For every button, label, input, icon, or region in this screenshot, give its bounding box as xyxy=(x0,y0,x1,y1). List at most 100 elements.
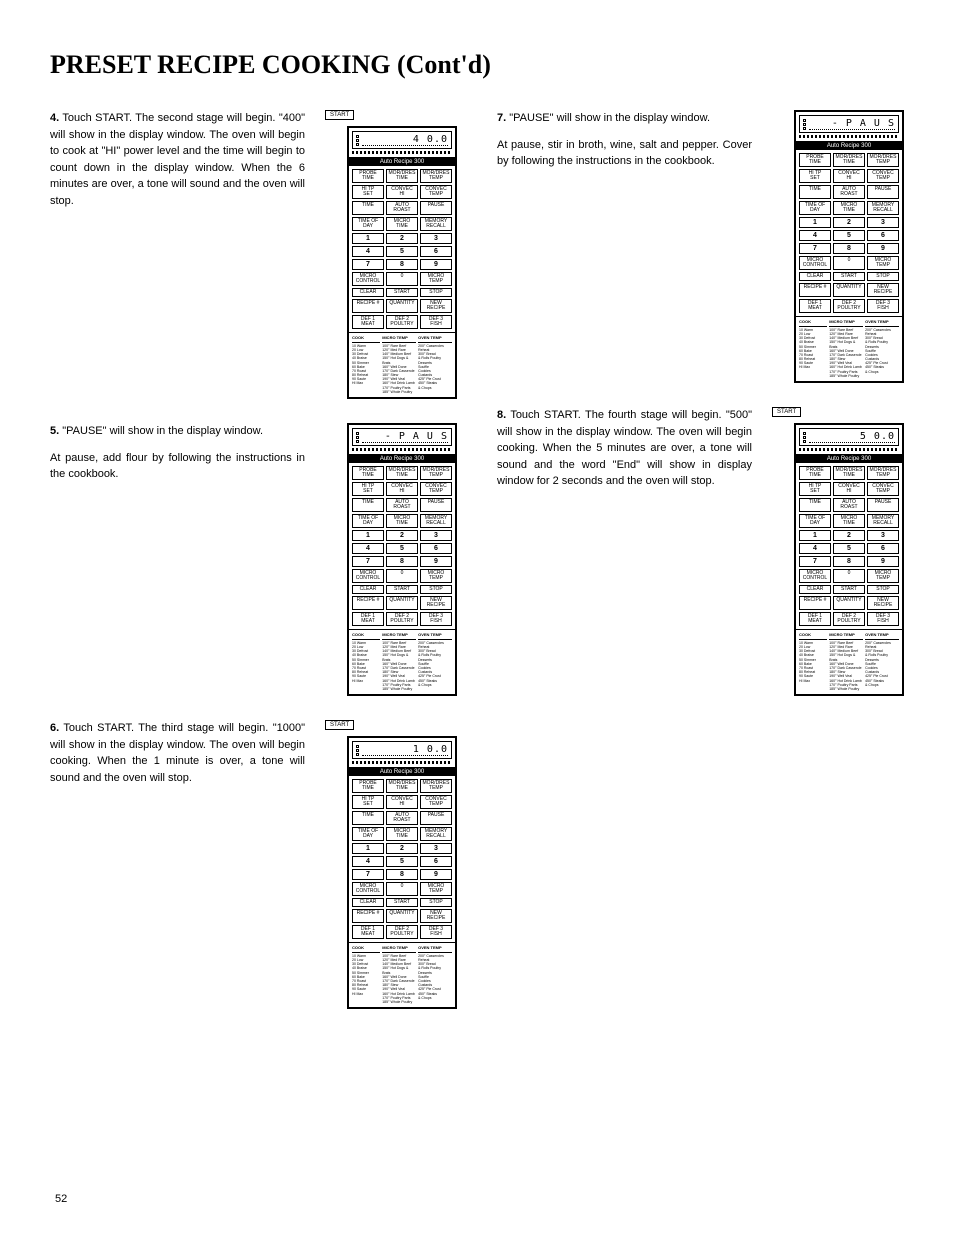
panel-button[interactable]: PROBETIME xyxy=(799,466,831,480)
panel-button[interactable]: HI TPSET xyxy=(799,482,831,496)
panel-button[interactable]: PAUSE xyxy=(867,498,899,512)
panel-button[interactable]: TIME xyxy=(352,811,384,825)
panel-button[interactable]: 1 xyxy=(799,217,831,228)
panel-button[interactable]: 0 xyxy=(833,569,865,583)
panel-button[interactable]: CONVECTEMP xyxy=(867,482,899,496)
panel-button[interactable]: 5 xyxy=(386,856,418,867)
panel-button[interactable]: STOP xyxy=(867,585,899,594)
panel-button[interactable]: 1 xyxy=(352,530,384,541)
panel-button[interactable]: 7 xyxy=(352,556,384,567)
panel-button[interactable]: 3 xyxy=(420,530,452,541)
panel-button[interactable]: MEMORYRECALL xyxy=(420,827,452,841)
panel-button[interactable]: TIME OFDAY xyxy=(352,217,384,231)
panel-button[interactable]: 6 xyxy=(420,543,452,554)
panel-button[interactable]: PROBETIME xyxy=(352,169,384,183)
panel-button[interactable]: PAUSE xyxy=(420,498,452,512)
panel-button[interactable]: MOR/DRESTIME xyxy=(386,466,418,480)
panel-button[interactable]: NEWRECIPE xyxy=(420,596,452,610)
panel-button[interactable]: 2 xyxy=(386,233,418,244)
panel-button[interactable]: TIME xyxy=(352,498,384,512)
panel-button[interactable]: QUANTITY xyxy=(386,596,418,610)
panel-button[interactable]: PROBETIME xyxy=(799,153,831,167)
panel-button[interactable]: STOP xyxy=(867,272,899,281)
panel-button[interactable]: 6 xyxy=(867,543,899,554)
panel-button[interactable]: CLEAR xyxy=(799,585,831,594)
panel-button[interactable]: MICROCONTROL xyxy=(799,569,831,583)
panel-button[interactable]: RECIPE # xyxy=(352,299,384,313)
panel-button[interactable]: PAUSE xyxy=(420,811,452,825)
panel-button[interactable]: 2 xyxy=(386,843,418,854)
panel-button[interactable]: 8 xyxy=(386,556,418,567)
panel-button[interactable]: CONVECHI xyxy=(833,169,865,183)
panel-button[interactable]: 3 xyxy=(420,843,452,854)
panel-button[interactable]: 2 xyxy=(833,217,865,228)
panel-button[interactable]: RECIPE # xyxy=(352,596,384,610)
panel-button[interactable]: PROBETIME xyxy=(352,779,384,793)
panel-button[interactable]: MICROCONTROL xyxy=(799,256,831,270)
panel-button[interactable]: MOR/DRESTEMP xyxy=(420,169,452,183)
panel-button[interactable]: 3 xyxy=(420,233,452,244)
panel-button[interactable]: CLEAR xyxy=(352,585,384,594)
panel-button[interactable]: CLEAR xyxy=(352,288,384,297)
panel-button[interactable]: 4 xyxy=(352,246,384,257)
panel-button[interactable]: CONVECHI xyxy=(833,482,865,496)
panel-button[interactable]: DEF 2POULTRY xyxy=(833,612,865,626)
panel-button[interactable]: DEF 1MEAT xyxy=(352,315,384,329)
panel-button[interactable]: TIME xyxy=(799,498,831,512)
start-button[interactable]: START xyxy=(325,110,354,120)
panel-button[interactable]: MICROTEMP xyxy=(420,569,452,583)
panel-button[interactable]: 7 xyxy=(799,243,831,254)
panel-button[interactable]: AUTOROAST xyxy=(386,811,418,825)
panel-button[interactable]: TIME OFDAY xyxy=(352,514,384,528)
panel-button[interactable]: QUANTITY xyxy=(833,283,865,297)
panel-button[interactable]: MOR/DRESTIME xyxy=(833,466,865,480)
panel-button[interactable]: CONVECTEMP xyxy=(420,795,452,809)
panel-button[interactable]: HI TPSET xyxy=(352,482,384,496)
panel-button[interactable]: 3 xyxy=(867,530,899,541)
panel-button[interactable]: 5 xyxy=(833,543,865,554)
panel-button[interactable]: MICROTIME xyxy=(386,827,418,841)
panel-button[interactable]: CONVECTEMP xyxy=(420,185,452,199)
panel-button[interactable]: RECIPE # xyxy=(352,909,384,923)
panel-button[interactable]: 4 xyxy=(799,543,831,554)
panel-button[interactable]: 5 xyxy=(833,230,865,241)
panel-button[interactable]: START xyxy=(386,898,418,907)
panel-button[interactable]: 7 xyxy=(799,556,831,567)
panel-button[interactable]: CONVECHI xyxy=(386,185,418,199)
panel-button[interactable]: PROBETIME xyxy=(352,466,384,480)
panel-button[interactable]: 5 xyxy=(386,543,418,554)
panel-button[interactable]: QUANTITY xyxy=(386,909,418,923)
panel-button[interactable]: DEF 1MEAT xyxy=(799,612,831,626)
panel-button[interactable]: MOR/DRESTIME xyxy=(386,779,418,793)
panel-button[interactable]: PAUSE xyxy=(867,185,899,199)
panel-button[interactable]: 4 xyxy=(799,230,831,241)
panel-button[interactable]: 1 xyxy=(352,233,384,244)
panel-button[interactable]: 6 xyxy=(420,246,452,257)
panel-button[interactable]: START xyxy=(833,585,865,594)
panel-button[interactable]: START xyxy=(386,585,418,594)
panel-button[interactable]: 4 xyxy=(352,856,384,867)
panel-button[interactable]: NEWRECIPE xyxy=(867,596,899,610)
panel-button[interactable]: MEMORYRECALL xyxy=(420,514,452,528)
panel-button[interactable]: NEWRECIPE xyxy=(867,283,899,297)
panel-button[interactable]: DEF 3FISH xyxy=(420,925,452,939)
panel-button[interactable]: DEF 2POULTRY xyxy=(386,925,418,939)
panel-button[interactable]: TIME xyxy=(799,185,831,199)
panel-button[interactable]: MOR/DRESTEMP xyxy=(867,466,899,480)
panel-button[interactable]: 1 xyxy=(799,530,831,541)
panel-button[interactable]: CLEAR xyxy=(799,272,831,281)
panel-button[interactable]: MEMORYRECALL xyxy=(867,514,899,528)
panel-button[interactable]: DEF 1MEAT xyxy=(352,925,384,939)
panel-button[interactable]: DEF 3FISH xyxy=(420,315,452,329)
panel-button[interactable]: 3 xyxy=(867,217,899,228)
panel-button[interactable]: DEF 2POULTRY xyxy=(386,315,418,329)
panel-button[interactable]: 6 xyxy=(867,230,899,241)
panel-button[interactable]: 8 xyxy=(833,243,865,254)
panel-button[interactable]: HI TPSET xyxy=(799,169,831,183)
panel-button[interactable]: 9 xyxy=(420,869,452,880)
panel-button[interactable]: AUTOROAST xyxy=(833,185,865,199)
panel-button[interactable]: MICROTIME xyxy=(833,201,865,215)
panel-button[interactable]: TIME OFDAY xyxy=(799,514,831,528)
panel-button[interactable]: 0 xyxy=(386,882,418,896)
start-button[interactable]: START xyxy=(772,407,801,417)
